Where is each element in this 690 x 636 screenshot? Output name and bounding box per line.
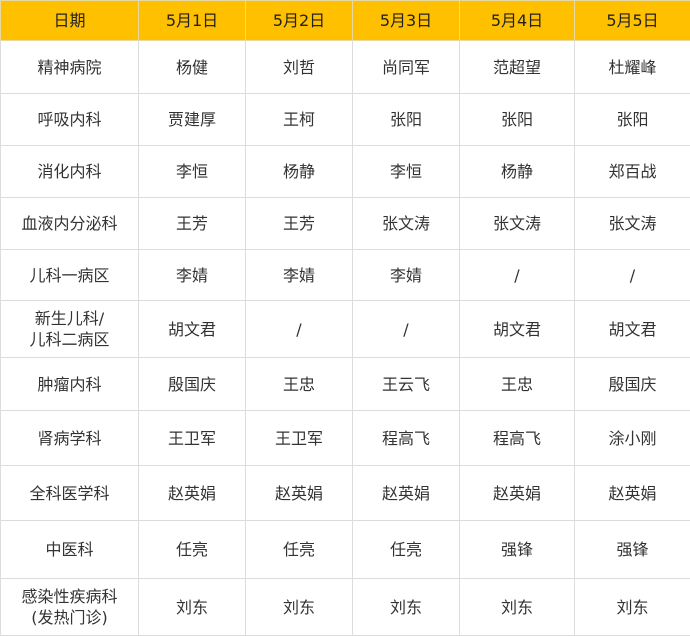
doctor-cell: / <box>246 301 353 358</box>
table-row: 肿瘤内科殷国庆王忠王云飞王忠殷国庆 <box>1 358 690 411</box>
doctor-cell: 杨静 <box>246 146 353 198</box>
department-cell: 感染性疾病科 (发热门诊) <box>1 579 139 636</box>
doctor-cell: 王芳 <box>139 198 246 250</box>
department-name: 儿科一病区 <box>29 266 109 285</box>
table-row: 全科医学科赵英娟赵英娟赵英娟赵英娟赵英娟 <box>1 466 690 521</box>
table-row: 呼吸内科贾建厚王柯张阳张阳张阳 <box>1 94 690 146</box>
doctor-cell: 张阳 <box>353 94 460 146</box>
doctor-cell: 王芳 <box>246 198 353 250</box>
department-cell: 肾病学科 <box>1 411 139 466</box>
doctor-cell: 胡文君 <box>139 301 246 358</box>
department-name: 肾病学科 <box>37 429 101 448</box>
doctor-cell: 杨静 <box>460 146 575 198</box>
doctor-cell: 任亮 <box>139 521 246 579</box>
doctor-cell: 程高飞 <box>353 411 460 466</box>
table-row: 感染性疾病科(发热门诊)刘东刘东刘东刘东刘东 <box>1 579 690 636</box>
table-row: 肾病学科王卫军王卫军程高飞程高飞涂小刚 <box>1 411 690 466</box>
table-row: 血液内分泌科王芳王芳张文涛张文涛张文涛 <box>1 198 690 250</box>
doctor-cell: 赵英娟 <box>460 466 575 521</box>
doctor-cell: 强锋 <box>460 521 575 579</box>
doctor-cell: 程高飞 <box>460 411 575 466</box>
doctor-cell: / <box>575 250 690 301</box>
doctor-cell: 殷国庆 <box>575 358 690 411</box>
department-name: 感染性疾病科 <box>21 587 117 606</box>
department-name: 血液内分泌科 <box>21 214 117 233</box>
doctor-cell: 刘东 <box>460 579 575 636</box>
doctor-cell: 刘东 <box>246 579 353 636</box>
doctor-cell: 王卫军 <box>246 411 353 466</box>
doctor-cell: 王卫军 <box>139 411 246 466</box>
doctor-cell: 李婧 <box>246 250 353 301</box>
date-label-header: 日期 <box>1 1 139 41</box>
doctor-cell: 杨健 <box>139 41 246 94</box>
doctor-cell: 殷国庆 <box>139 358 246 411</box>
doctor-cell: 尚同军 <box>353 41 460 94</box>
department-cell: 全科医学科 <box>1 466 139 521</box>
doctor-cell: 张文涛 <box>460 198 575 250</box>
date-header: 5月1日 <box>139 1 246 41</box>
doctor-cell: 王云飞 <box>353 358 460 411</box>
doctor-cell: 赵英娟 <box>353 466 460 521</box>
table-row: 儿科一病区李婧李婧李婧// <box>1 250 690 301</box>
date-header: 5月5日 <box>575 1 690 41</box>
doctor-cell: 杜耀峰 <box>575 41 690 94</box>
department-cell: 儿科一病区 <box>1 250 139 301</box>
doctor-cell: 胡文君 <box>460 301 575 358</box>
doctor-cell: 赵英娟 <box>575 466 690 521</box>
doctor-cell: 刘东 <box>353 579 460 636</box>
table-row: 消化内科李恒杨静李恒杨静郑百战 <box>1 146 690 198</box>
department-cell: 精神病院 <box>1 41 139 94</box>
doctor-cell: 范超望 <box>460 41 575 94</box>
date-header: 5月2日 <box>246 1 353 41</box>
table-row: 精神病院 杨健刘哲尚同军范超望杜耀峰 <box>1 41 690 94</box>
doctor-cell: 李婧 <box>353 250 460 301</box>
department-name: 肿瘤内科 <box>37 375 101 394</box>
department-name: 精神病院 <box>37 58 101 77</box>
doctor-cell: / <box>460 250 575 301</box>
date-header: 5月4日 <box>460 1 575 41</box>
doctor-cell: 赵英娟 <box>139 466 246 521</box>
department-name: (发热门诊) <box>31 608 108 627</box>
department-cell: 呼吸内科 <box>1 94 139 146</box>
doctor-cell: 张文涛 <box>353 198 460 250</box>
department-name: 呼吸内科 <box>37 110 101 129</box>
doctor-cell: 贾建厚 <box>139 94 246 146</box>
department-cell: 中医科 <box>1 521 139 579</box>
doctor-cell: 王忠 <box>246 358 353 411</box>
doctor-cell: 刘哲 <box>246 41 353 94</box>
doctor-cell: 李恒 <box>139 146 246 198</box>
doctor-cell: 张阳 <box>460 94 575 146</box>
table-row: 中医科任亮任亮任亮强锋强锋 <box>1 521 690 579</box>
department-name: 全科医学科 <box>29 484 109 503</box>
table-row: 新生儿科/儿科二病区胡文君//胡文君胡文君 <box>1 301 690 358</box>
department-name: 中医科 <box>45 540 93 559</box>
department-cell: 肿瘤内科 <box>1 358 139 411</box>
doctor-cell: 李婧 <box>139 250 246 301</box>
doctor-cell: 任亮 <box>353 521 460 579</box>
doctor-cell: 刘东 <box>139 579 246 636</box>
doctor-cell: 任亮 <box>246 521 353 579</box>
doctor-cell: 张阳 <box>575 94 690 146</box>
doctor-cell: 涂小刚 <box>575 411 690 466</box>
department-cell: 新生儿科/儿科二病区 <box>1 301 139 358</box>
department-name: 儿科二病区 <box>29 330 109 349</box>
doctor-cell: 胡文君 <box>575 301 690 358</box>
doctor-cell: 王柯 <box>246 94 353 146</box>
date-header: 5月3日 <box>353 1 460 41</box>
doctor-cell: 强锋 <box>575 521 690 579</box>
doctor-cell: 赵英娟 <box>246 466 353 521</box>
doctor-cell: 张文涛 <box>575 198 690 250</box>
department-name: 新生儿科/ <box>35 309 104 328</box>
department-name: 消化内科 <box>37 162 101 181</box>
doctor-cell: 李恒 <box>353 146 460 198</box>
doctor-cell: 王忠 <box>460 358 575 411</box>
department-cell: 消化内科 <box>1 146 139 198</box>
doctor-cell: 郑百战 <box>575 146 690 198</box>
department-cell: 血液内分泌科 <box>1 198 139 250</box>
doctor-cell: 刘东 <box>575 579 690 636</box>
doctor-cell: / <box>353 301 460 358</box>
